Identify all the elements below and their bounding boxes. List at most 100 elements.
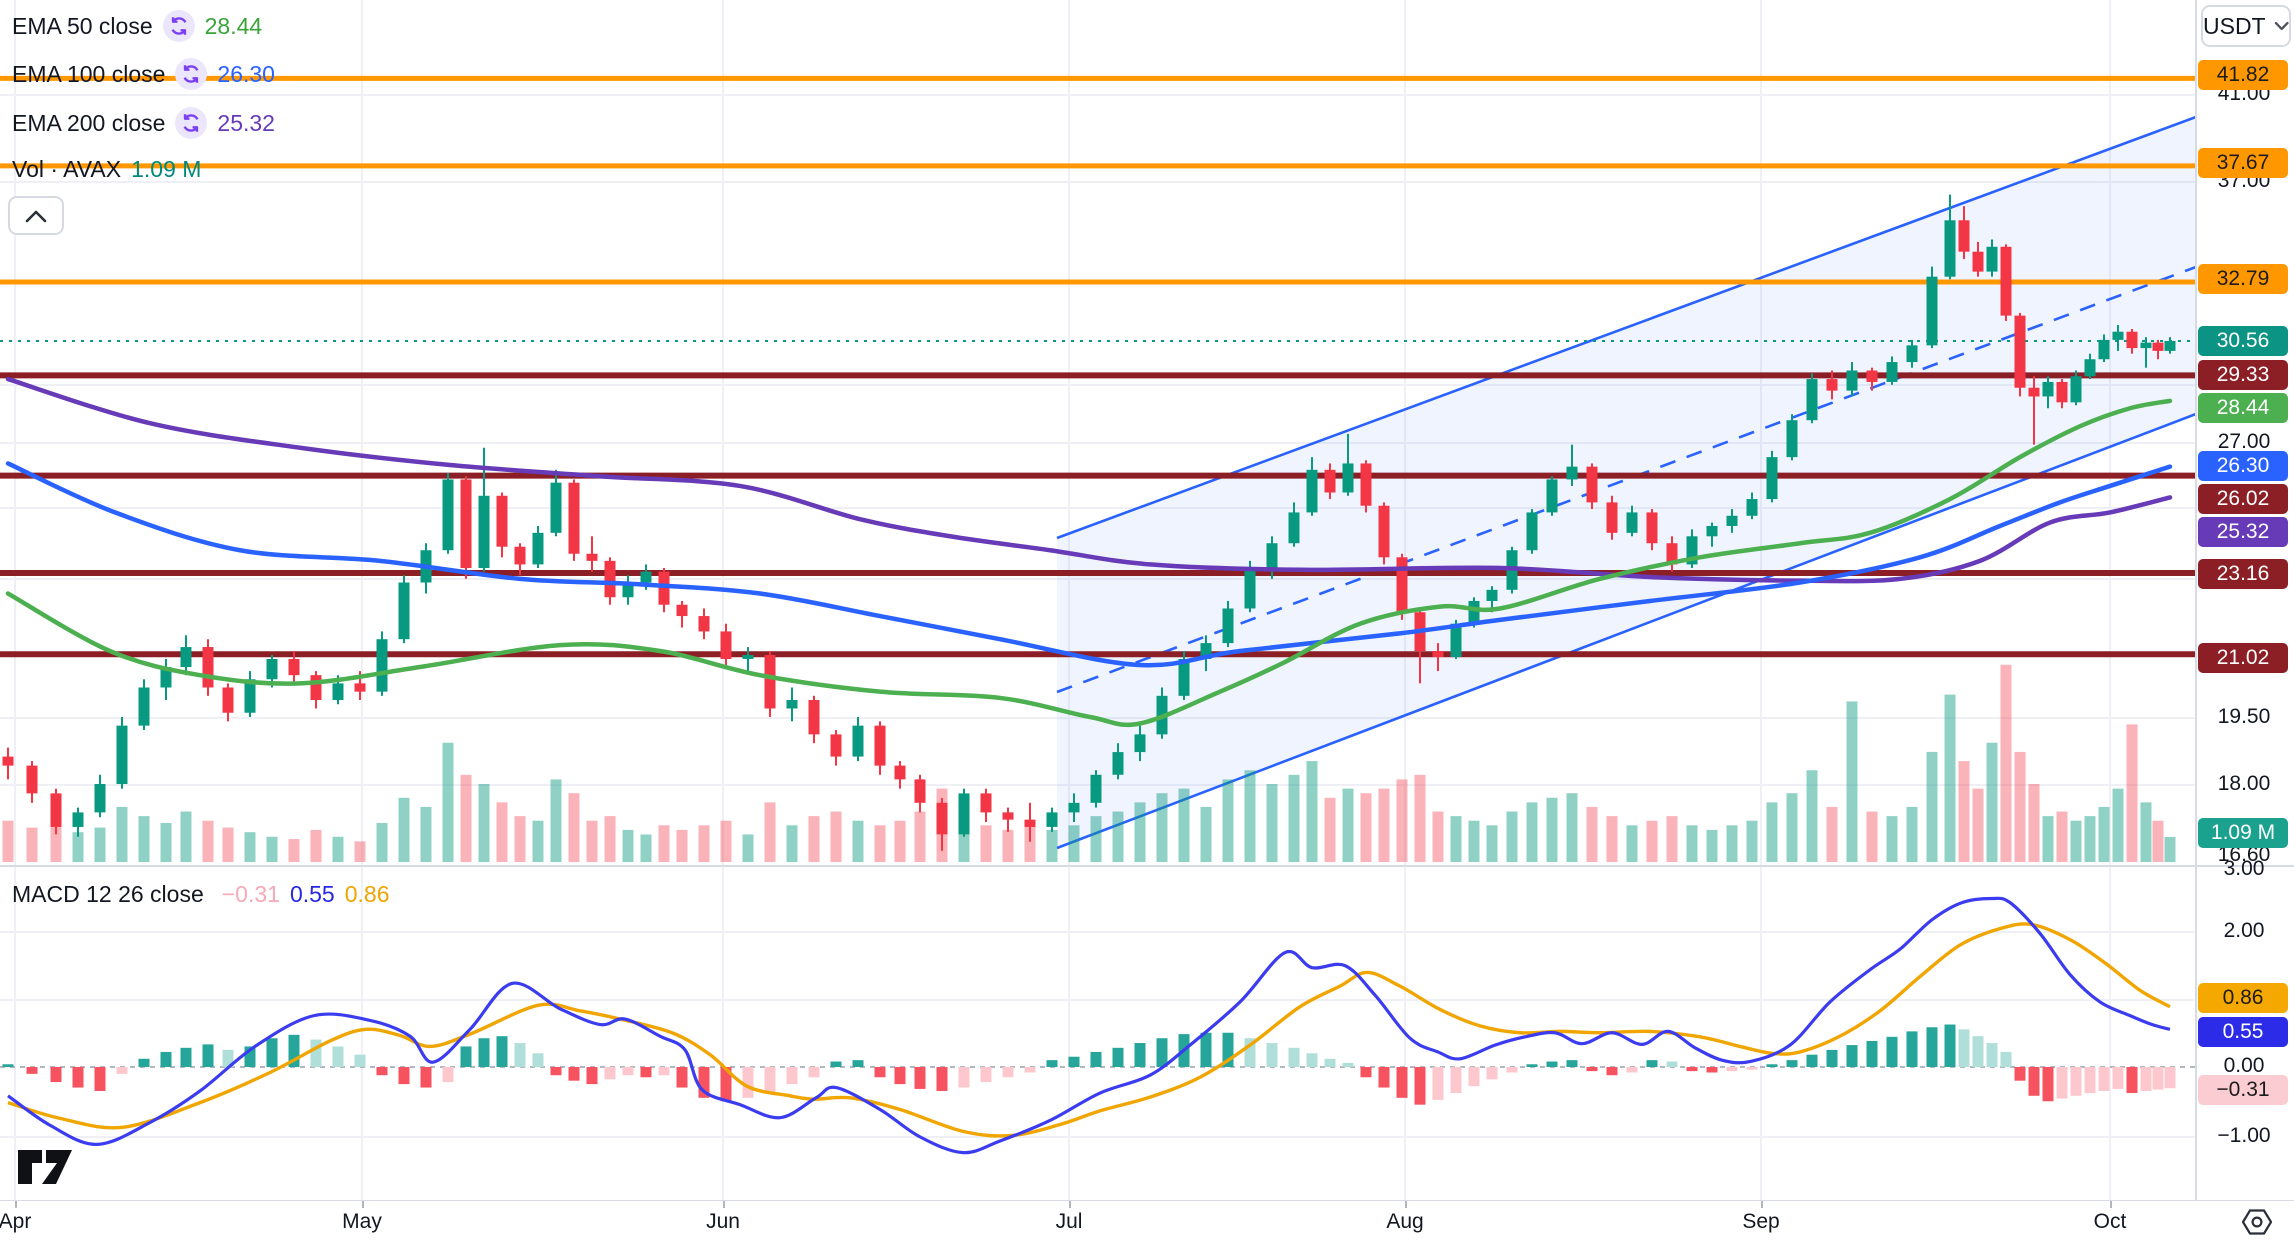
volume-bar [658,825,670,862]
channel-middle-line [1056,265,2196,694]
channel-layer [1056,115,2196,850]
channel-upper-line [1056,115,2196,540]
volume-bar [288,839,300,862]
volume-bar [1222,779,1234,862]
volume-bar [1546,797,1558,862]
volume-bar [354,841,366,862]
sync-icon[interactable] [175,107,208,139]
candle-body [720,631,732,659]
price-label-pill: 1.09 M [2198,818,2288,848]
candle-body [2000,246,2012,316]
month-tick [1069,1201,1071,1208]
candle-body [2126,331,2138,349]
price-axis[interactable]: 41.00 37.00 27.00 19.50 18.00 16.60 3.00 2.00 0.… [2196,0,2294,1245]
macd-histogram-bar [532,1053,544,1067]
candle-body [180,647,192,668]
volume-bar [1266,784,1278,862]
volume-bar [2164,837,2176,862]
volume-bar [1926,751,1938,862]
candle-body [1626,512,1638,533]
ema-layer [5,376,2173,728]
macd-signal-line [7,922,2171,1138]
macd-histogram-bar [550,1067,562,1076]
macd-histogram-bar [94,1067,106,1091]
candle-body [2028,387,2040,397]
volume-bar [222,827,234,862]
macd-histogram-bar [514,1043,526,1067]
candle-body [1586,466,1598,503]
macd-histogram-bar [1134,1043,1146,1067]
volume-bar [1178,788,1190,862]
settings-icon[interactable] [2240,1205,2274,1239]
candle-body [202,647,214,688]
volume-bar [1906,806,1918,862]
month-label: Jun [706,1210,740,1233]
candle-body [550,482,562,533]
candle-body [936,802,948,835]
sync-icon[interactable] [162,10,195,42]
volume-bar [2098,806,2110,862]
macd-histogram-bar [698,1067,710,1098]
candle-body [1566,466,1578,480]
tradingview-logo[interactable] [16,1147,84,1187]
volume-bar [604,816,616,862]
candle-body [1046,812,1058,827]
chevron-up-icon [25,210,47,222]
volume-bar [698,825,710,862]
candle-body [1826,379,1838,391]
macd-histogram-bar [442,1067,454,1083]
candle-body [1686,536,1698,565]
candle-body [2084,359,2096,377]
legend-row-ema50[interactable]: EMA 50 close 28.44 [12,8,262,44]
legend-row-ema100[interactable]: EMA 100 close 26.30 [12,56,275,92]
macd-histogram-bar [1468,1067,1480,1087]
volume-bar [2000,664,2012,862]
candle-body [1726,515,1738,526]
collapse-legend-button[interactable] [8,196,64,235]
legend-row-ema200[interactable]: EMA 200 close 25.32 [12,105,275,141]
volume-bar [478,784,490,862]
volume-bar [1156,793,1168,862]
volume-bar [514,816,526,862]
candle-body [1200,643,1212,659]
volume-bar [742,834,754,862]
month-label: May [342,1210,382,1233]
macd-histogram-bar [1786,1060,1798,1067]
volume-bar [764,802,776,862]
volume-bar [1706,829,1718,862]
sync-icon[interactable] [175,58,208,90]
macd-histogram-bar [1378,1067,1390,1088]
volume-bar [1766,802,1778,862]
macd-line-value: 0.55 [289,880,335,907]
candle-body [640,571,652,583]
volume-bar [1806,770,1818,862]
candle-body [808,700,820,735]
volume-bar [1306,761,1318,862]
candle-body [1360,463,1372,506]
candle-body [94,784,106,813]
macd-histogram-bar [1846,1045,1858,1067]
candle-body [1432,651,1444,657]
time-axis[interactable]: Apr May Jun Jul Aug Sep Oct [0,1200,2294,1245]
candle-body [1468,600,1480,624]
candle-body [2112,331,2124,340]
macd-histogram-bar [310,1039,322,1067]
legend-row-volume[interactable]: Vol · AVAX 1.09 M [12,151,201,187]
macd-histogram-bar [742,1067,754,1098]
candle-body [622,582,634,598]
channel-fill [1057,117,2196,848]
price-axis-tick: 16.60 [2217,843,2271,866]
candle-body [1244,568,1256,609]
price-label-pill: 26.30 [2198,451,2288,481]
macd-histogram-bar [874,1067,886,1078]
currency-selector-button[interactable]: USDT [2201,5,2291,47]
candle-body [354,683,366,692]
legend-row-macd[interactable]: MACD 12 26 close −0.31 0.55 0.86 [12,876,389,912]
candle-body [958,793,970,835]
candle-body [138,687,150,726]
candle-body [1972,251,1984,272]
legend-value: 28.44 [204,12,263,39]
macd-histogram-bar [936,1067,948,1091]
month-tick [362,1201,364,1208]
